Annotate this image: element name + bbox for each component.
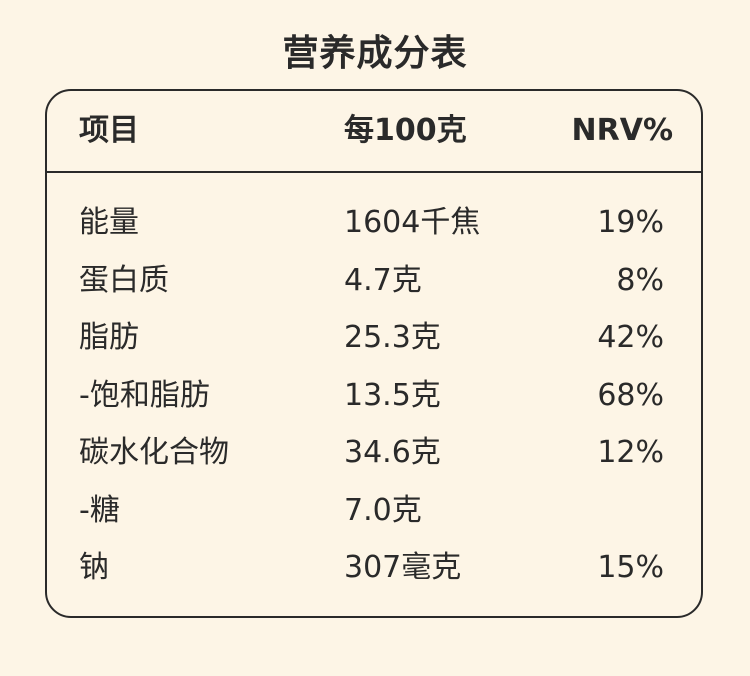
table-row: -糖 7.0克 bbox=[47, 482, 701, 540]
row-per-100g: 4.7克 bbox=[344, 263, 422, 298]
row-per-100g: 7.0克 bbox=[344, 493, 422, 528]
table-row: 脂肪 25.3克 42% bbox=[47, 309, 701, 367]
row-item: 蛋白质 bbox=[79, 263, 169, 298]
row-item: 脂肪 bbox=[79, 320, 139, 355]
header-nrv: NRV% bbox=[571, 113, 673, 148]
row-nrv: 19% bbox=[597, 205, 664, 240]
table-header: 项目 每100克 NRV% bbox=[47, 91, 701, 173]
row-nrv: 42% bbox=[597, 320, 664, 355]
row-per-100g: 13.5克 bbox=[344, 378, 441, 413]
header-per-100g: 每100克 bbox=[344, 113, 467, 148]
row-item: 碳水化合物 bbox=[79, 435, 229, 470]
table-row: 能量 1604千焦 19% bbox=[47, 194, 701, 252]
nutrition-table: 项目 每100克 NRV% 能量 1604千焦 19% 蛋白质 4.7克 8% … bbox=[45, 89, 703, 618]
row-nrv: 15% bbox=[597, 550, 664, 585]
table-row: 蛋白质 4.7克 8% bbox=[47, 252, 701, 310]
table-row: 碳水化合物 34.6克 12% bbox=[47, 424, 701, 482]
row-item: 能量 bbox=[79, 205, 139, 240]
row-item: -糖 bbox=[79, 493, 120, 528]
row-per-100g: 1604千焦 bbox=[344, 205, 481, 240]
table-row: 钠 307毫克 15% bbox=[47, 539, 701, 597]
row-item: -饱和脂肪 bbox=[79, 378, 210, 413]
row-nrv: 68% bbox=[597, 378, 664, 413]
row-nrv: 8% bbox=[616, 263, 664, 298]
row-per-100g: 307毫克 bbox=[344, 550, 462, 585]
row-per-100g: 25.3克 bbox=[344, 320, 441, 355]
row-nrv: 12% bbox=[597, 435, 664, 470]
table-row: -饱和脂肪 13.5克 68% bbox=[47, 367, 701, 425]
row-item: 钠 bbox=[79, 550, 109, 585]
row-per-100g: 34.6克 bbox=[344, 435, 441, 470]
page-title: 营养成分表 bbox=[282, 33, 468, 74]
header-item: 项目 bbox=[79, 113, 139, 148]
